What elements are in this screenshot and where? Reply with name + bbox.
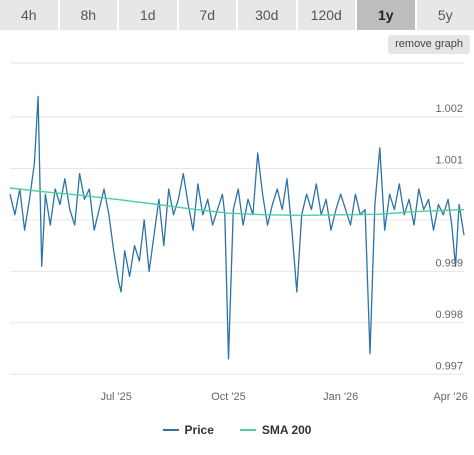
chart-series [9,95,465,360]
tab-30d[interactable]: 30d [238,0,298,30]
x-tick-label: Oct '25 [211,391,246,403]
y-tick-label: 1.002 [435,103,463,115]
y-tick-label: 0.999 [435,257,463,269]
price-series-line [9,95,465,360]
chart-grid [10,62,464,375]
tab-4h[interactable]: 4h [0,0,60,30]
legend-swatch-price [162,429,179,431]
legend-item-price[interactable]: Price [162,423,214,437]
tab-5y[interactable]: 5y [416,0,474,30]
timeframe-tabs: 4h 8h 1d 7d 30d 120d 1y 5y [0,0,474,30]
tab-8h[interactable]: 8h [59,0,119,30]
sma-200-series-line [9,187,465,217]
x-tick-label: Apr '26 [433,391,468,403]
tab-120d[interactable]: 120d [297,0,357,30]
y-axis-labels: 0.997 0.998 0.999 1.001 1.002 [435,103,463,372]
legend-item-sma-200[interactable]: SMA 200 [239,423,312,437]
x-tick-label: Jul '25 [100,391,131,403]
legend-label-sma-200: SMA 200 [261,423,312,437]
y-tick-label: 1.001 [435,154,463,166]
tab-7d[interactable]: 7d [178,0,238,30]
y-tick-label: 0.997 [435,360,463,372]
y-tick-label: 0.998 [435,309,463,321]
x-tick-label: Jan '26 [323,391,358,403]
legend-label-price: Price [184,423,214,437]
legend-swatch-sma-200 [239,429,256,431]
tab-1d[interactable]: 1d [119,0,179,30]
tab-1y[interactable]: 1y [357,0,417,30]
x-axis-labels: Jul '25 Oct '25 Jan '26 Apr '26 [100,391,467,403]
price-chart: 0.997 0.998 0.999 1.001 1.002 Jul '25 Oct '25… [9,62,468,403]
remove-graph-button[interactable]: remove graph [388,35,470,54]
chart-legend: Price SMA 200 [0,420,474,440]
